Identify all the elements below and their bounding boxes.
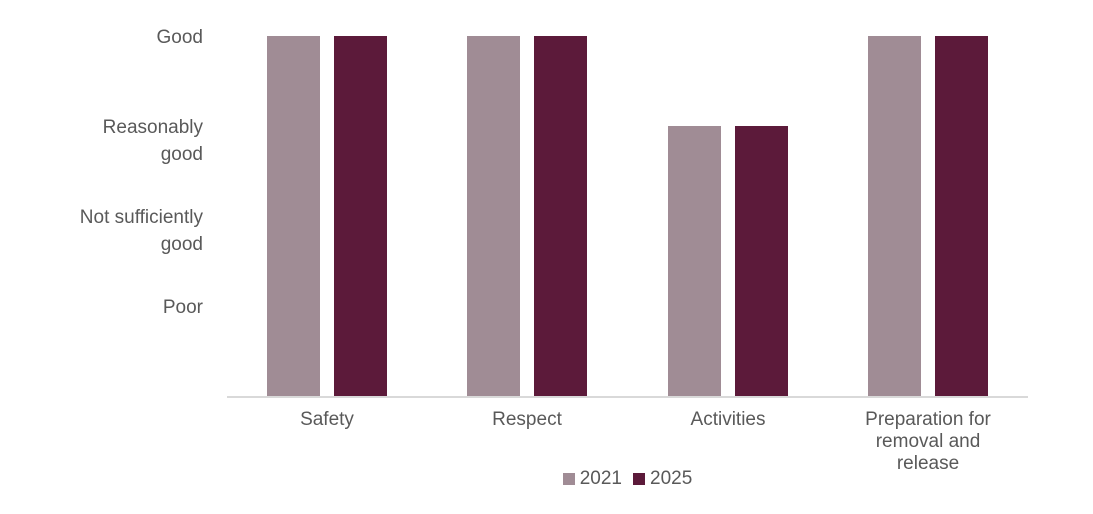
- bar-2025-respect: [534, 36, 587, 396]
- xtick-label-safety: Safety: [300, 409, 354, 430]
- ytick-label-good: Good: [156, 26, 203, 48]
- legend-label-2021: 2021: [579, 468, 622, 489]
- xtick-label-respect: Respect: [492, 409, 562, 430]
- bar-2025-activities: [735, 126, 788, 396]
- xtick-label-activities: Activities: [690, 409, 766, 430]
- xtick-label-preparation-for-removal-and-release: Preparation for removal and release: [865, 409, 991, 474]
- legend-swatch-2021: [562, 473, 575, 485]
- ytick-label-reasonably-good: Reasonably good: [102, 116, 203, 165]
- legend-swatch-2025: [633, 473, 645, 485]
- ytick-label-poor: Poor: [162, 296, 203, 318]
- bar-2021-preparation-for-removal-and-release: [868, 36, 921, 396]
- bar-2021-respect: [467, 36, 520, 396]
- bar-2021-safety: [267, 36, 320, 396]
- bar-2025-safety: [334, 36, 387, 396]
- ytick-label-not-sufficiently-good: Not sufficiently good: [79, 206, 203, 255]
- legend-item-2021: 2021: [562, 468, 622, 490]
- bar-2021-activities: [668, 126, 721, 396]
- x-axis-line: [227, 396, 1028, 398]
- bar-2025-preparation-for-removal-and-release: [935, 36, 988, 396]
- plot-area: [227, 0, 1028, 396]
- legend: 2021 2025: [227, 468, 1028, 490]
- legend-item-2025: 2025: [633, 468, 692, 490]
- legend-label-2025: 2025: [650, 468, 693, 489]
